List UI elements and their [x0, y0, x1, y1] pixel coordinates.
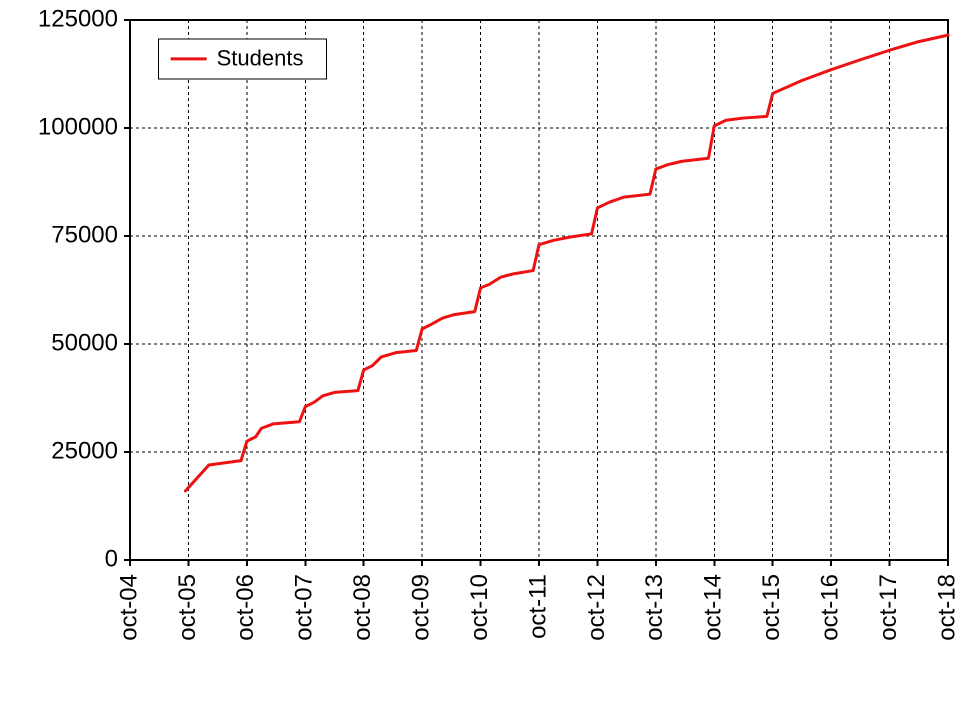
chart-container: 0 25000 50000 75000 100000 125000 oct-04 oct-05…	[0, 0, 968, 713]
x-tick-label: oct-14	[700, 574, 727, 641]
x-tick-label: oct-11	[524, 574, 551, 639]
legend: Students	[159, 39, 327, 79]
legend-label: Students	[217, 46, 304, 71]
y-tick-label: 100000	[38, 113, 118, 140]
y-tick-label: 50000	[51, 329, 118, 356]
line-chart: 0 25000 50000 75000 100000 125000 oct-04 oct-05…	[0, 0, 968, 713]
y-tick-label: 0	[105, 545, 118, 572]
x-tick-label: oct-15	[758, 574, 785, 641]
x-tick-label: oct-17	[875, 574, 902, 641]
x-tick-label: oct-12	[583, 574, 610, 641]
x-tick-label: oct-07	[291, 574, 318, 641]
y-tick-label: 75000	[51, 221, 118, 248]
x-tick-label: oct-05	[174, 574, 201, 641]
x-tick-label: oct-04	[115, 574, 142, 641]
x-tick-label: oct-16	[816, 574, 843, 641]
x-tick-label: oct-08	[349, 574, 376, 641]
y-tick-label: 25000	[51, 437, 118, 464]
x-tick-label: oct-06	[232, 574, 259, 641]
x-tick-label: oct-13	[641, 574, 668, 641]
x-tick-label: oct-10	[466, 574, 493, 641]
y-tick-label: 125000	[38, 5, 118, 32]
x-tick-label: oct-18	[933, 574, 960, 641]
x-tick-label: oct-09	[407, 574, 434, 641]
